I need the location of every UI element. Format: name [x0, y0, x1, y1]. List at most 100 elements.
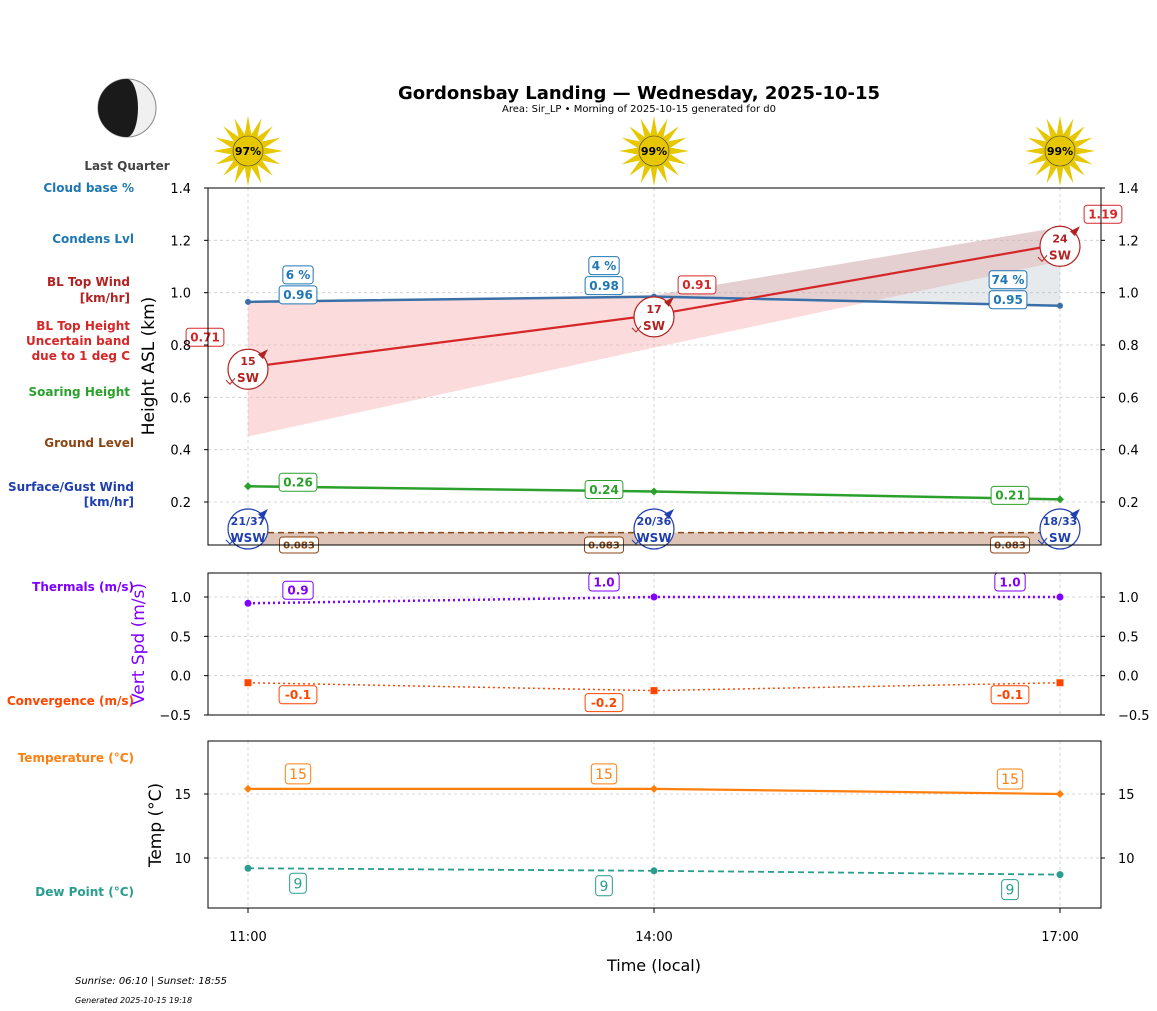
convergence-point	[650, 687, 658, 695]
surface-wind-marker-speed: 18/33	[1043, 515, 1078, 528]
bl-wind-marker-ring	[633, 296, 675, 338]
soaring-value-label-box	[584, 480, 624, 500]
dew-value-label: 9	[595, 875, 613, 897]
temp-panel-ytick-label-right: 10	[1118, 852, 1135, 867]
cloud-base-label: Cloud base %	[43, 181, 134, 195]
vert-panel-ytick-label-right: 0.0	[1118, 670, 1139, 685]
convergence-value-label-text: -0.1	[997, 688, 1023, 702]
bl-wind-label-2: [km/hr]	[80, 291, 130, 305]
convergence-point	[244, 679, 252, 687]
convergence-value-label-text: -0.1	[285, 688, 311, 702]
cloud-percent-label-text: 4 %	[592, 259, 617, 273]
sun-disc	[232, 135, 264, 167]
condens-value-label-box	[278, 285, 318, 305]
thermals-point	[650, 593, 658, 601]
bl-wind-marker-ring	[1039, 225, 1081, 267]
temperature-value-label-box	[284, 763, 312, 785]
height-panel-ytick-label: 1.4	[170, 182, 191, 197]
temperature-value-label-box	[590, 763, 618, 785]
cloud-percent-label: 4 %	[588, 256, 620, 276]
height-panel-ytick-label: 1.2	[170, 234, 191, 249]
surface-wind-marker-ring	[1039, 508, 1081, 550]
surface-wind-marker: 20/36 WSW	[631, 508, 675, 550]
temp-panel-ytick-label: 10	[174, 852, 191, 867]
convergence-value-label-text: -0.2	[591, 696, 617, 710]
soaring-point	[650, 487, 658, 496]
bl-top-value-label-box	[1083, 204, 1123, 224]
height-panel-ytick-label: 0.2	[170, 496, 191, 511]
bl-top-value-label: 0.91	[677, 275, 717, 295]
soaring-value-label-box	[278, 472, 318, 492]
x-axis-title: Time (local)	[606, 956, 701, 975]
bl-top-label-2: Uncertain band	[26, 334, 130, 348]
temperature-value-label-text: 15	[289, 767, 307, 783]
temperature-label: Temperature (°C)	[18, 751, 134, 765]
x-tick-label: 11:00	[229, 930, 266, 945]
soaring-value-label: 0.24	[584, 480, 624, 500]
surface-wind-marker-tail	[225, 537, 236, 545]
ground-value-label-text: 0.083	[994, 541, 1026, 552]
bl-wind-marker: 17 SW	[631, 296, 675, 338]
vert-panel-ytick-label-right: 1.0	[1118, 591, 1139, 606]
soaring-value-label-text: 0.26	[283, 476, 313, 490]
vert-panel-ytick-label: −0.5	[159, 709, 191, 724]
soaring-value-label-box	[990, 485, 1030, 505]
sun-disc	[638, 135, 670, 167]
height-panel-ytick-label: 1.0	[170, 287, 191, 302]
bl-wind-marker-direction: SW	[1049, 248, 1071, 262]
dew-value-label-box	[595, 875, 613, 897]
condens-value-label: 0.98	[584, 276, 624, 296]
cloud-percent-label-box	[988, 270, 1028, 290]
surface-wind-marker-arrow-icon	[258, 509, 268, 519]
thermals-value-label-text: 0.9	[287, 584, 308, 598]
temperature-value-label: 15	[996, 768, 1024, 790]
surface-wind-marker: 18/33 SW	[1037, 508, 1081, 550]
generated-time: Generated 2025-10-15 19:18	[75, 996, 192, 1005]
moon-phase-label: Last Quarter	[84, 159, 169, 173]
vert-panel-ytick-label: 1.0	[170, 591, 191, 606]
bl-top-value-label: 1.19	[1083, 204, 1123, 224]
sun-icon: 99%	[619, 116, 689, 186]
condens-point	[245, 298, 251, 305]
side-labels: Cloud base % Condens Lvl BL Top Wind [km…	[7, 181, 134, 899]
temperature-value-label: 15	[284, 763, 312, 785]
ground-value-label-text: 0.083	[283, 541, 315, 552]
temp-axis-title: Temp (°C)	[146, 783, 166, 868]
sun-percent-label: 99%	[641, 145, 667, 158]
dew-line	[247, 867, 1061, 876]
vert-panel-ytick-label: 0.0	[170, 670, 191, 685]
bl-wind-marker: 15 SW	[225, 348, 269, 390]
cloud-percent-label: 6 %	[282, 265, 314, 285]
bl-wind-marker-arrow-icon	[1070, 226, 1080, 237]
soaring-value-label: 0.21	[990, 485, 1030, 505]
condens-label: Condens Lvl	[52, 232, 134, 246]
bl-top-value-label-box	[677, 275, 717, 295]
sun-percent-label: 97%	[235, 145, 261, 158]
thermals-value-label: 0.9	[282, 580, 314, 600]
bl-wind-marker-ring	[227, 348, 269, 390]
bl-top-value-label: 0.71	[185, 327, 225, 347]
height-axis-title: Height ASL (km)	[139, 297, 159, 436]
soaring-value-label-text: 0.24	[589, 483, 619, 497]
cloud-percent-label-text: 6 %	[286, 268, 311, 282]
soaring-label: Soaring Height	[29, 385, 131, 399]
condens-value-label-box	[584, 276, 624, 296]
soaring-value-label: 0.26	[278, 472, 318, 492]
thermals-point	[1056, 593, 1064, 601]
bl-wind-marker-direction: SW	[643, 319, 665, 333]
height-panel-ytick-label-right: 1.2	[1118, 234, 1139, 249]
bl-top-label-3: due to 1 deg C	[32, 349, 131, 363]
condens-value-label: 0.96	[278, 285, 318, 305]
thermals-value-label-text: 1.0	[593, 575, 614, 589]
surface-wind-marker-arrow-icon	[1070, 509, 1080, 519]
height-panel-ytick-label: 0.4	[170, 444, 191, 459]
bl-wind-marker: 24 SW	[1037, 225, 1081, 267]
cloud-percent-label-text: 74 %	[992, 273, 1025, 287]
dew-point-marker	[650, 867, 658, 875]
surface-wind-marker-direction: WSW	[636, 531, 671, 545]
thermals-value-label: 1.0	[994, 572, 1026, 592]
soaring-point	[244, 482, 252, 491]
bl-wind-marker-tail	[1037, 254, 1048, 262]
dew-value-label-box	[1001, 879, 1019, 901]
